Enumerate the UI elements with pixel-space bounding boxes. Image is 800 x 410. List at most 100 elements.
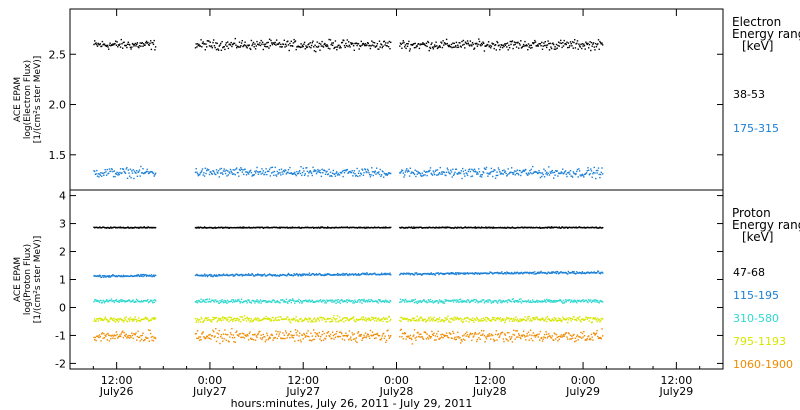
data-point — [478, 332, 481, 334]
data-point — [403, 41, 405, 44]
data-point — [530, 337, 532, 340]
data-point — [549, 42, 551, 45]
data-point — [369, 329, 372, 332]
data-point — [125, 44, 127, 47]
data-point — [349, 318, 351, 320]
data-point — [298, 320, 300, 322]
data-point — [448, 321, 451, 323]
data-point — [508, 47, 511, 49]
data-point — [462, 301, 465, 303]
data-point — [552, 172, 554, 174]
data-point — [273, 43, 276, 45]
data-point — [529, 301, 531, 303]
data-point — [480, 45, 482, 47]
data-point — [419, 226, 421, 228]
data-point — [576, 302, 578, 304]
data-point — [472, 336, 474, 338]
data-point — [409, 274, 411, 276]
data-point — [513, 44, 515, 46]
data-point — [319, 169, 321, 172]
data-point — [221, 226, 223, 229]
data-point — [96, 169, 98, 172]
data-point — [471, 333, 474, 335]
data-point — [483, 302, 486, 304]
data-point — [268, 227, 271, 229]
data-point — [597, 39, 600, 41]
data-point — [442, 319, 444, 322]
data-point — [569, 301, 572, 303]
data-point — [595, 319, 598, 321]
data-point — [287, 272, 290, 275]
data-point — [557, 340, 559, 342]
data-point — [209, 319, 211, 321]
data-point — [546, 333, 548, 335]
data-point — [501, 46, 504, 49]
data-point — [116, 319, 118, 322]
data-point — [413, 43, 415, 45]
data-point — [299, 302, 301, 304]
data-point — [223, 338, 225, 340]
data-point — [399, 335, 401, 338]
data-point — [343, 44, 346, 47]
data-point — [436, 169, 439, 171]
data-point — [403, 299, 405, 302]
data-point — [216, 171, 218, 173]
data-point — [468, 321, 470, 323]
data-point — [375, 300, 377, 302]
data-point — [405, 318, 407, 320]
data-point — [201, 46, 203, 48]
data-point — [301, 174, 303, 177]
data-point — [377, 318, 379, 321]
data-point — [268, 318, 270, 321]
data-point — [515, 46, 518, 48]
data-point — [375, 337, 377, 339]
data-point — [266, 332, 268, 334]
data-point — [385, 173, 388, 175]
data-point — [118, 301, 120, 303]
data-point — [471, 339, 473, 342]
data-point — [492, 334, 494, 337]
data-point — [445, 272, 448, 275]
data-point — [445, 171, 448, 173]
data-point — [102, 337, 104, 339]
data-point — [567, 270, 570, 273]
data-point — [548, 42, 550, 45]
data-point — [507, 168, 509, 170]
data-point — [436, 174, 438, 176]
data-point — [409, 48, 411, 50]
data-point — [108, 276, 110, 278]
data-point — [448, 273, 451, 275]
data-point — [436, 45, 438, 47]
data-point — [279, 302, 281, 304]
data-point — [239, 226, 241, 228]
data-point — [249, 47, 251, 50]
data-point — [292, 42, 295, 44]
data-point — [506, 175, 508, 177]
data-point — [278, 226, 281, 228]
data-point — [150, 40, 152, 42]
data-point — [464, 47, 466, 49]
data-point — [322, 317, 325, 319]
data-point — [459, 337, 461, 339]
data-point — [585, 41, 587, 43]
x-tick-time-label: 0:00 — [198, 374, 223, 387]
data-point — [117, 321, 120, 323]
data-point — [477, 318, 479, 321]
data-point — [328, 335, 330, 337]
data-point — [131, 172, 134, 174]
data-point — [387, 320, 389, 323]
data-point — [266, 334, 269, 337]
data-point — [229, 44, 232, 46]
data-point — [287, 40, 289, 42]
data-point — [524, 316, 526, 318]
data-point — [531, 272, 533, 275]
data-point — [602, 272, 604, 274]
data-point — [520, 40, 522, 42]
data-point — [220, 172, 222, 174]
data-point — [215, 42, 217, 44]
data-point — [518, 174, 520, 176]
data-point — [131, 170, 133, 172]
data-point — [491, 42, 493, 44]
data-point — [146, 317, 148, 319]
data-point — [506, 174, 509, 176]
